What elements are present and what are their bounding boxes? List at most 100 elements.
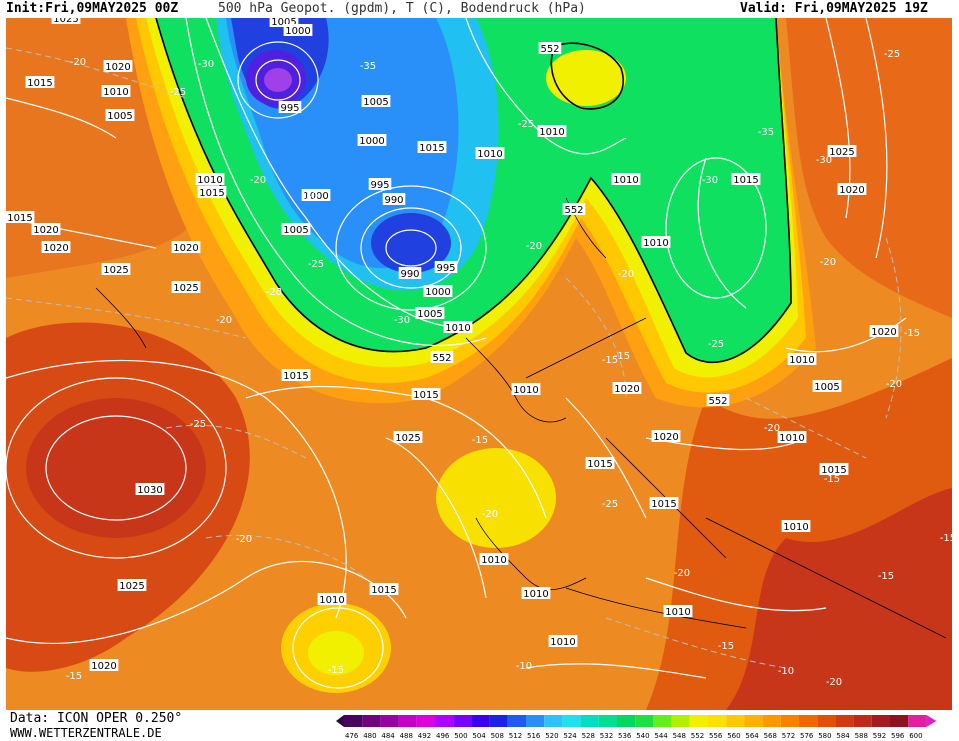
svg-text:-30: -30 bbox=[198, 59, 214, 70]
temperature-label: -15 bbox=[614, 351, 630, 362]
cutoff-iberia bbox=[436, 448, 556, 548]
svg-text:-25: -25 bbox=[884, 49, 900, 60]
svg-text:-20: -20 bbox=[482, 509, 498, 520]
temperature-label: -15 bbox=[940, 533, 952, 544]
legend-tick-label: 536 bbox=[618, 732, 632, 740]
color-legend-svg: 476 480 484 488 492 496 500 504 508 512 516 520 524 5… bbox=[336, 715, 937, 740]
temperature-label: -30 bbox=[816, 155, 832, 166]
legend-tick-label: 508 bbox=[491, 732, 504, 740]
pressure-label: 995 bbox=[368, 178, 392, 191]
legend-arrow-right bbox=[926, 715, 937, 727]
pressure-label: 1020 bbox=[103, 60, 133, 73]
svg-text:-20: -20 bbox=[236, 534, 252, 545]
pressure-label: 990 bbox=[398, 267, 422, 280]
temperature-label: -25 bbox=[602, 499, 618, 510]
svg-text:-30: -30 bbox=[816, 155, 832, 166]
website-link[interactable]: WWW.WETTERZENTRALE.DE bbox=[10, 726, 162, 740]
legend-swatch bbox=[653, 715, 672, 727]
svg-text:995: 995 bbox=[370, 180, 389, 191]
legend-tick-label: 532 bbox=[600, 732, 613, 740]
svg-text:1010: 1010 bbox=[319, 595, 344, 606]
pressure-label: 1015 bbox=[417, 141, 447, 154]
temperature-label: -20 bbox=[482, 509, 498, 520]
temperature-label: -20 bbox=[70, 57, 86, 68]
legend-arrow-left bbox=[336, 715, 344, 727]
temperature-label: -15 bbox=[824, 474, 840, 485]
svg-text:-25: -25 bbox=[308, 259, 324, 270]
svg-text:-25: -25 bbox=[602, 499, 618, 510]
svg-text:1000: 1000 bbox=[285, 26, 310, 37]
legend-tick-label: 512 bbox=[509, 732, 522, 740]
svg-text:-15: -15 bbox=[878, 571, 894, 582]
svg-text:1025: 1025 bbox=[103, 265, 128, 276]
pressure-label: 1010 bbox=[548, 635, 578, 648]
weather-map-svg: 1025 100510001020101510101005995100510009… bbox=[6, 18, 952, 710]
legend-tick-label: 600 bbox=[909, 732, 922, 740]
temperature-label: -15 bbox=[472, 435, 488, 446]
svg-text:-20: -20 bbox=[674, 568, 690, 579]
legend-tick-label: 552 bbox=[691, 732, 704, 740]
temperature-label: -30 bbox=[702, 175, 718, 186]
svg-text:1030: 1030 bbox=[137, 485, 162, 496]
svg-text:1010: 1010 bbox=[481, 555, 506, 566]
svg-text:552: 552 bbox=[564, 205, 583, 216]
svg-text:1010: 1010 bbox=[613, 175, 638, 186]
valid-value: Fri,09MAY2025 19Z bbox=[794, 1, 928, 16]
svg-text:-15: -15 bbox=[328, 665, 344, 676]
legend-tick-label: 572 bbox=[782, 732, 795, 740]
legend-swatch bbox=[835, 715, 854, 727]
legend-swatch bbox=[671, 715, 690, 727]
svg-text:552: 552 bbox=[708, 396, 727, 407]
svg-text:1015: 1015 bbox=[27, 78, 52, 89]
legend-swatch bbox=[871, 715, 890, 727]
geopotential-label: 552 bbox=[706, 394, 730, 407]
svg-text:-25: -25 bbox=[708, 339, 724, 350]
legend-tick-label: 516 bbox=[527, 732, 541, 740]
svg-text:1020: 1020 bbox=[614, 384, 639, 395]
valid-label: Valid: bbox=[740, 1, 787, 16]
pressure-label: 995 bbox=[278, 101, 302, 114]
pressure-label: 1015 bbox=[6, 211, 35, 224]
legend-swatch bbox=[744, 715, 763, 727]
pressure-label: 1020 bbox=[41, 241, 71, 254]
pressure-label: 1025 bbox=[101, 263, 131, 276]
pressure-label: 1015 bbox=[649, 497, 679, 510]
pressure-label: 1020 bbox=[89, 659, 119, 672]
svg-text:1010: 1010 bbox=[789, 355, 814, 366]
cold-core-purple bbox=[264, 68, 292, 92]
legend-tick-label: 588 bbox=[855, 732, 868, 740]
legend-tick-label: 560 bbox=[727, 732, 740, 740]
pressure-label: 1010 bbox=[479, 553, 509, 566]
svg-text:990: 990 bbox=[384, 195, 403, 206]
legend-tick-label: 520 bbox=[545, 732, 558, 740]
svg-text:1005: 1005 bbox=[417, 309, 442, 320]
temperature-label: -20 bbox=[764, 423, 780, 434]
pressure-label: 1015 bbox=[819, 463, 849, 476]
svg-text:-20: -20 bbox=[216, 315, 232, 326]
temperature-label: -20 bbox=[674, 568, 690, 579]
pressure-label: 1010 bbox=[787, 353, 817, 366]
legend-tick-label: 564 bbox=[745, 732, 759, 740]
pressure-label: 1010 bbox=[443, 321, 473, 334]
pressure-label: 1000 bbox=[301, 189, 331, 202]
legend-swatch bbox=[489, 715, 508, 727]
color-legend: 476 480 484 488 492 496 500 504 508 512 516 520 524 5… bbox=[336, 713, 956, 741]
legend-tick-label: 504 bbox=[472, 732, 486, 740]
legend-tick-label: 548 bbox=[673, 732, 686, 740]
svg-text:-30: -30 bbox=[702, 175, 718, 186]
init-time: Init:Fri,09MAY2025 00Z bbox=[6, 0, 178, 18]
pressure-label: 1005 bbox=[361, 95, 391, 108]
svg-text:990: 990 bbox=[400, 269, 419, 280]
legend-tick-label: 580 bbox=[818, 732, 831, 740]
legend-swatch bbox=[580, 715, 599, 727]
legend-tick-label: 488 bbox=[400, 732, 413, 740]
map-header: Init:Fri,09MAY2025 00Z 500 hPa Geopot. (… bbox=[0, 0, 959, 18]
pressure-label: 1010 bbox=[663, 605, 693, 618]
svg-text:-25: -25 bbox=[518, 119, 534, 130]
legend-tick-label: 528 bbox=[582, 732, 595, 740]
temperature-label: -20 bbox=[886, 379, 902, 390]
legend-swatch bbox=[544, 715, 563, 727]
weather-map: 1025 1005 1000 1020 1015 1010 1005 995 1005 1000 9… bbox=[6, 18, 952, 710]
temperature-label: -15 bbox=[718, 641, 734, 652]
svg-text:1010: 1010 bbox=[513, 385, 538, 396]
